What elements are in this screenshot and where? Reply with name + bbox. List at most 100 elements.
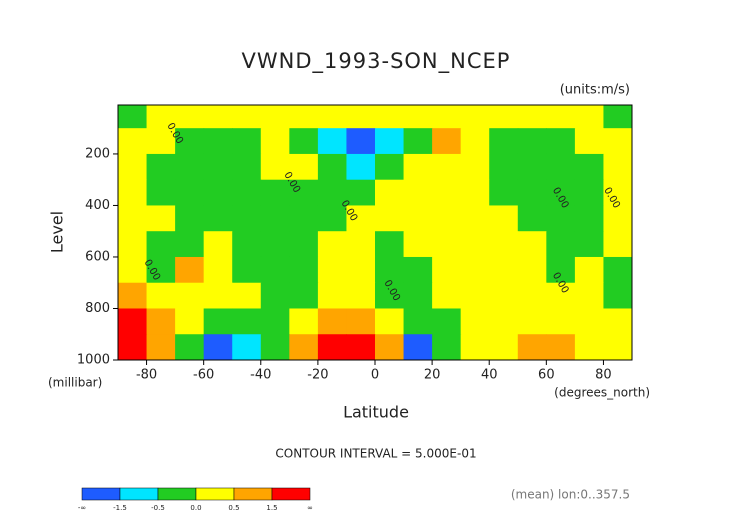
contour-cell bbox=[517, 105, 547, 129]
contour-cell bbox=[317, 282, 347, 309]
contour-cell bbox=[375, 153, 405, 181]
contour-cell bbox=[603, 231, 633, 258]
contour-cell bbox=[260, 205, 290, 232]
contour-cell bbox=[289, 256, 319, 284]
colorbar-swatch bbox=[233, 487, 273, 501]
contour-cell bbox=[574, 128, 604, 155]
contour-cell bbox=[317, 231, 347, 258]
contour-cell bbox=[203, 256, 233, 284]
colorbar-swatch bbox=[271, 487, 311, 501]
contour-cell bbox=[346, 153, 376, 181]
contour-cell bbox=[403, 308, 433, 335]
contour-cell bbox=[118, 128, 148, 155]
contour-cell bbox=[260, 334, 290, 361]
contour-cell bbox=[432, 179, 462, 206]
x-tick-label: 80 bbox=[595, 368, 612, 383]
contour-cell bbox=[574, 153, 604, 181]
contour-cell bbox=[146, 128, 176, 155]
contour-cell bbox=[260, 153, 290, 181]
contour-cell bbox=[546, 334, 576, 361]
contour-cell bbox=[489, 231, 519, 258]
contour-cell bbox=[289, 231, 319, 258]
contour-cell bbox=[603, 334, 633, 361]
contour-cell bbox=[603, 128, 633, 155]
contour-cell bbox=[175, 179, 205, 206]
contour-cell bbox=[460, 153, 490, 181]
contour-cell bbox=[403, 231, 433, 258]
contour-cell bbox=[375, 128, 405, 155]
contour-cell bbox=[175, 308, 205, 335]
contour-cell bbox=[118, 282, 148, 309]
contour-cell bbox=[203, 334, 233, 361]
contour-cell bbox=[118, 334, 148, 361]
contour-cell bbox=[546, 231, 576, 258]
contour-cell bbox=[346, 308, 376, 335]
contour-cell bbox=[432, 231, 462, 258]
contour-cell bbox=[346, 334, 376, 361]
contour-cell bbox=[403, 128, 433, 155]
contour-cell bbox=[317, 105, 347, 129]
contour-cell bbox=[603, 105, 633, 129]
contour-cell bbox=[574, 179, 604, 206]
contour-cell bbox=[146, 231, 176, 258]
contour-cell bbox=[432, 334, 462, 361]
contour-cell bbox=[232, 256, 262, 284]
contour-cell bbox=[232, 308, 262, 335]
contour-cell bbox=[546, 179, 576, 206]
x-tick-label: -40 bbox=[250, 368, 271, 383]
contour-cell bbox=[460, 334, 490, 361]
x-tick-label: 60 bbox=[538, 368, 555, 383]
x-tick-label: -80 bbox=[136, 368, 157, 383]
contour-cell bbox=[574, 231, 604, 258]
contour-cell bbox=[289, 153, 319, 181]
contour-cell bbox=[289, 128, 319, 155]
contour-cell bbox=[232, 231, 262, 258]
chart-title: VWND_1993-SON_NCEP bbox=[242, 49, 511, 74]
y-tick-label: 800 bbox=[85, 301, 110, 316]
contour-cell bbox=[546, 282, 576, 309]
contour-cell bbox=[546, 153, 576, 181]
contour-cell bbox=[317, 153, 347, 181]
colorbar-label: ∞ bbox=[307, 504, 313, 512]
contour-cell bbox=[375, 256, 405, 284]
colorbar-swatch bbox=[119, 487, 159, 501]
contour-cell bbox=[175, 128, 205, 155]
contour-cell bbox=[432, 282, 462, 309]
contour-cell bbox=[403, 205, 433, 232]
contour-cell bbox=[489, 153, 519, 181]
contour-cell bbox=[118, 105, 148, 129]
contour-cell bbox=[146, 205, 176, 232]
contour-cell bbox=[289, 105, 319, 129]
contour-cell bbox=[432, 205, 462, 232]
contour-cell bbox=[317, 334, 347, 361]
contour-cell bbox=[403, 153, 433, 181]
contour-cell bbox=[546, 256, 576, 284]
contour-cell bbox=[317, 205, 347, 232]
x-tick-label: -20 bbox=[307, 368, 328, 383]
contour-cell bbox=[603, 153, 633, 181]
contour-cell bbox=[403, 282, 433, 309]
y-tick-label: 1000 bbox=[77, 353, 110, 368]
contour-cell bbox=[146, 282, 176, 309]
contour-cell bbox=[146, 153, 176, 181]
contour-cell bbox=[375, 334, 405, 361]
contour-cell bbox=[489, 105, 519, 129]
contour-cell bbox=[289, 334, 319, 361]
contour-cell bbox=[317, 256, 347, 284]
colorbar-swatch bbox=[157, 487, 197, 501]
contour-cell bbox=[603, 205, 633, 232]
y-tick-label: 200 bbox=[85, 146, 110, 161]
contour-cell bbox=[603, 256, 633, 284]
contour-cell bbox=[118, 231, 148, 258]
contour-cell bbox=[517, 128, 547, 155]
x-tick-label: 20 bbox=[424, 368, 441, 383]
contour-cell bbox=[118, 153, 148, 181]
contour-cell bbox=[203, 153, 233, 181]
contour-cell bbox=[460, 179, 490, 206]
contour-cell bbox=[603, 308, 633, 335]
contour-cell bbox=[260, 128, 290, 155]
contour-cell bbox=[175, 153, 205, 181]
contour-cell bbox=[260, 179, 290, 206]
contour-cell bbox=[603, 282, 633, 309]
